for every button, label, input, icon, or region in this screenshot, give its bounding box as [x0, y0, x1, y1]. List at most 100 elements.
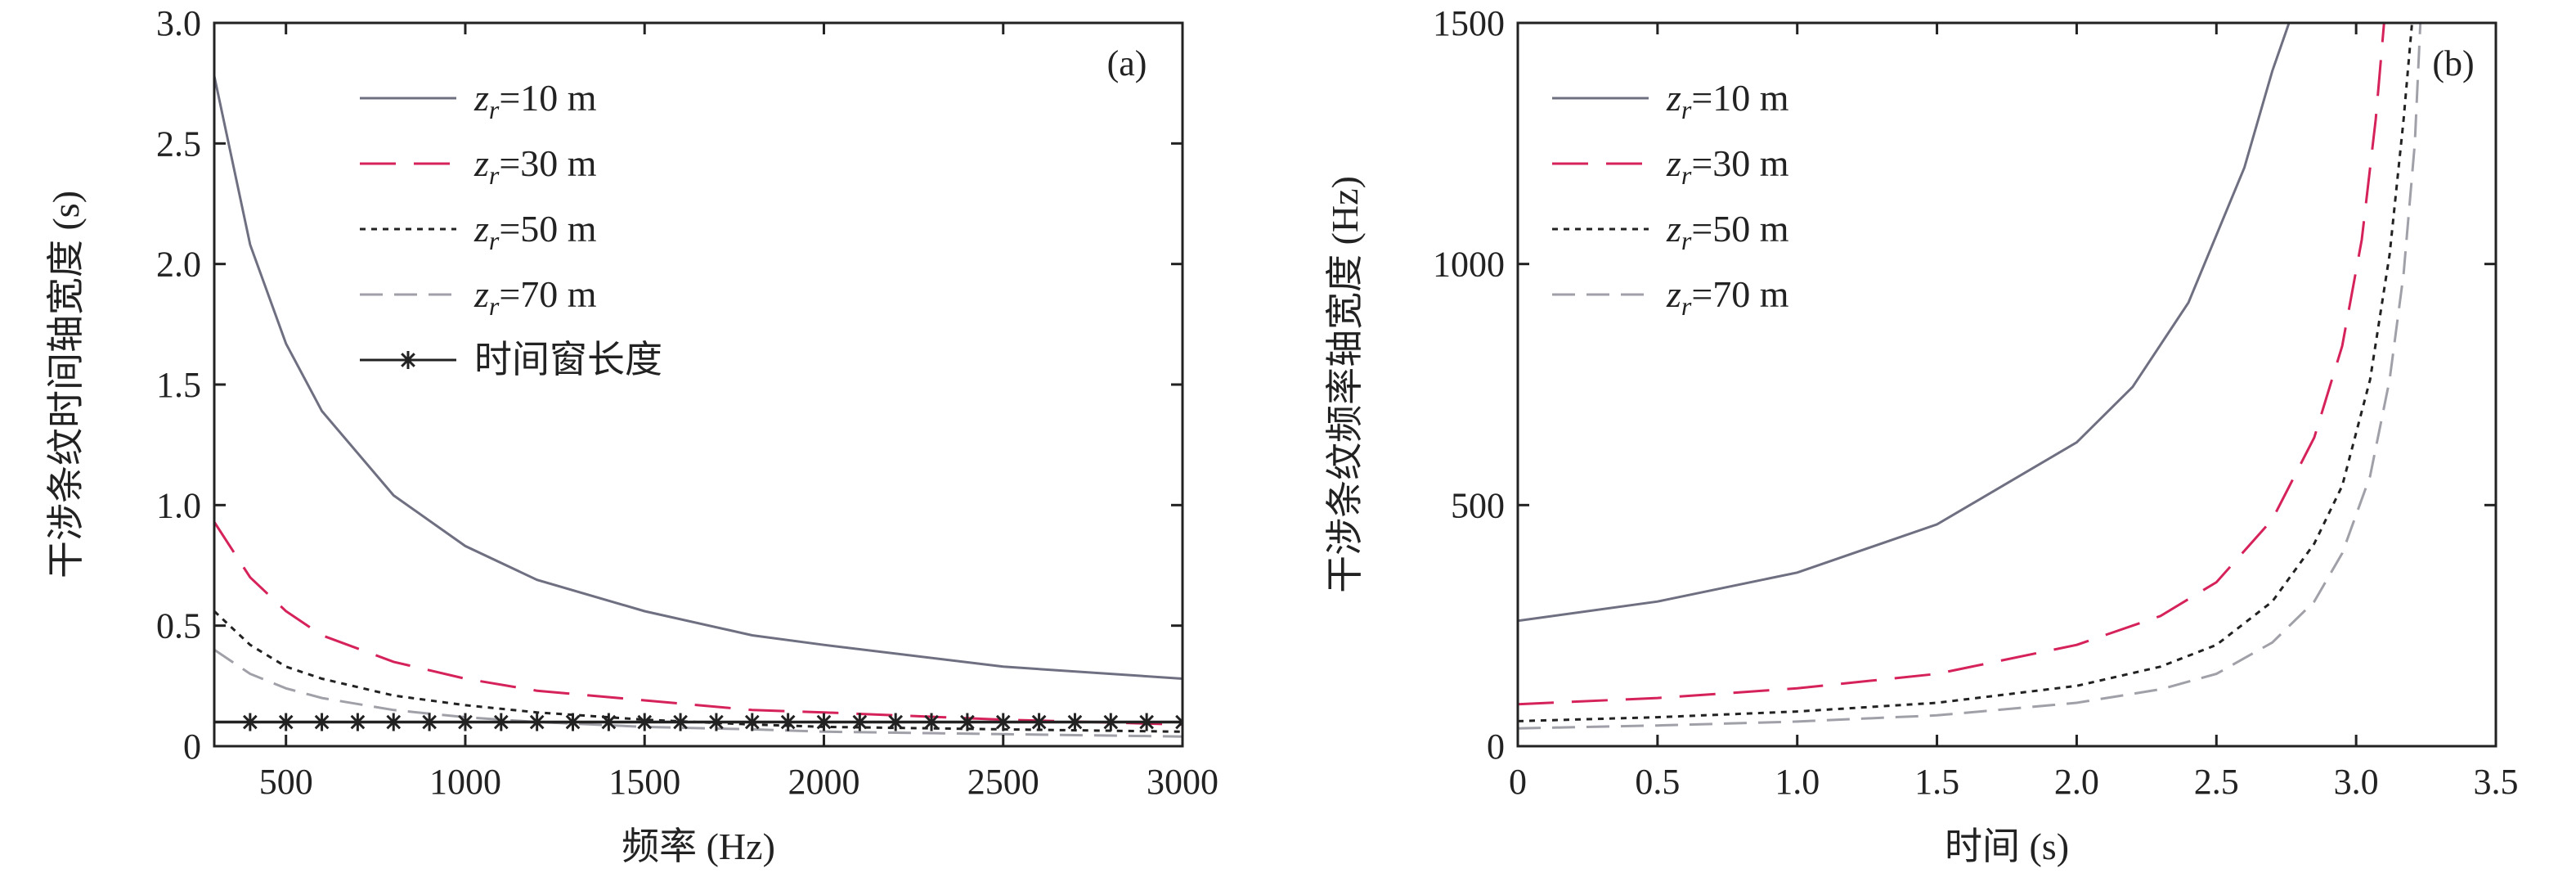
legend-label-sub: r: [489, 160, 500, 190]
legend-label-value: =50 m: [499, 208, 596, 250]
legend-label: zr=50 m: [1666, 208, 1789, 255]
legend-label-value: =70 m: [1691, 273, 1788, 315]
x-tick-label: 2.0: [2054, 762, 2099, 802]
legend-label-var: z: [1666, 77, 1681, 119]
y-tick-label: 1.5: [156, 365, 201, 405]
series-line-3: [214, 648, 1183, 738]
y-tick-label: 2.5: [156, 124, 201, 164]
star-marker: [563, 713, 582, 731]
star-marker: [886, 713, 905, 731]
star-marker: [312, 713, 331, 731]
legend-label-sub: r: [489, 95, 500, 124]
series-line-0: [214, 75, 1183, 680]
legend-label: zr=50 m: [473, 208, 597, 255]
star-marker: [635, 713, 654, 731]
legend-label-sub: r: [1681, 226, 1692, 255]
legend-label: zr=10 m: [473, 77, 597, 124]
star-marker: [707, 713, 725, 731]
star-marker: [491, 713, 510, 731]
legend-label: zr=70 m: [473, 273, 597, 321]
panel-a-chart: 500 1000 1500 2000 2500 3000 0 0.5 1.0 1.5 2.0 2.5 3…: [45, 3, 1218, 867]
y-tick-label: 1000: [1433, 245, 1505, 285]
star-marker: [743, 713, 761, 731]
legend-label-value: =70 m: [499, 273, 596, 315]
series-line-2: [1518, 23, 2413, 722]
star-marker: [599, 713, 618, 731]
legend-label-var: z: [473, 77, 489, 119]
star-marker: [671, 713, 690, 731]
y-tick-label: 0: [183, 727, 201, 767]
star-marker: [384, 713, 403, 731]
x-tick-label: 0: [1509, 762, 1527, 802]
legend-label: zr=10 m: [1666, 77, 1789, 124]
y-axis-label: 干涉条纹时间轴宽度 (s): [45, 191, 87, 578]
x-tick-label: 1.0: [1775, 762, 1820, 802]
legend-label-var: z: [473, 208, 489, 250]
star-marker: [994, 713, 1012, 731]
star-marker: [922, 713, 941, 731]
legend-star-marker: [399, 351, 417, 369]
plot-frame: [213, 21, 1184, 748]
x-tick-label: 1.5: [1914, 762, 1959, 802]
legend-label-value: =50 m: [1691, 208, 1788, 250]
star-marker: [1138, 713, 1156, 731]
star-marker: [276, 713, 295, 731]
series-group: [1518, 23, 2422, 730]
y-tick-label: 3.0: [156, 3, 201, 43]
star-marker: [779, 713, 797, 731]
x-tick-label: 1000: [429, 762, 501, 802]
legend-label-var: z: [473, 142, 489, 184]
legend-label-var: z: [1666, 273, 1681, 315]
star-marker: [850, 713, 869, 731]
star-marker: [958, 713, 976, 731]
legend-label: zr=30 m: [1666, 142, 1789, 190]
panel-label: (b): [2432, 43, 2474, 83]
star-marker: [1174, 713, 1183, 731]
star-marker: [456, 713, 474, 731]
x-tick-label: 2.5: [2194, 762, 2239, 802]
y-tick-label: 2.0: [156, 245, 201, 285]
legend-label-value: =10 m: [499, 77, 596, 119]
legend-label: zr=70 m: [1666, 273, 1789, 321]
star-marker: [815, 713, 833, 731]
legend-label-value: =30 m: [1691, 142, 1788, 184]
y-axis-label: 干涉条纹频率轴宽度 (Hz): [1324, 176, 1366, 593]
series-line-3: [1518, 23, 2422, 730]
series-group: [214, 75, 1183, 738]
x-tick-label: 3.0: [2334, 762, 2379, 802]
legend-label: 时间窗长度: [474, 339, 662, 380]
legend-label-sub: r: [489, 226, 500, 255]
star-marker: [240, 713, 259, 731]
x-tick-label: 3000: [1147, 762, 1218, 802]
y-tick-label: 0.5: [156, 606, 201, 646]
series-line-2: [214, 610, 1183, 733]
star-marker: [527, 713, 546, 731]
star-marker: [1102, 713, 1120, 731]
y-tick-label: 1.0: [156, 485, 201, 525]
legend-label-sub: r: [1681, 95, 1692, 124]
x-tick-label: 2500: [967, 762, 1039, 802]
x-tick-label: 2000: [788, 762, 859, 802]
legend-label-sub: r: [1681, 160, 1692, 190]
legend-label-value: =30 m: [499, 142, 596, 184]
series-line-0: [1518, 23, 2291, 623]
plot-frame: [1516, 21, 2497, 748]
x-tick-label: 0.5: [1635, 762, 1680, 802]
panel-b-chart: 0 0.5 1.0 1.5 2.0 2.5 3.0 3.5 0 500 1000 1500 时间 (s)…: [1324, 3, 2519, 867]
legend-label-var: z: [1666, 142, 1681, 184]
legend: zr=10 mzr=30 mzr=50 mzr=70 m: [1552, 77, 1789, 321]
legend-label-sub: r: [489, 291, 500, 321]
series-line-1: [1518, 23, 2385, 706]
series-line-1: [214, 521, 1183, 726]
legend-label-var: z: [1666, 208, 1681, 250]
star-marker: [420, 713, 439, 731]
x-axis-label: 时间 (s): [1945, 826, 2069, 867]
legend-label-value: =10 m: [1691, 77, 1788, 119]
legend-label: zr=30 m: [473, 142, 597, 190]
x-tick-label: 1500: [608, 762, 680, 802]
y-tick-label: 0: [1487, 727, 1505, 767]
legend-label-var: z: [473, 273, 489, 315]
y-tick-label: 1500: [1433, 3, 1505, 43]
